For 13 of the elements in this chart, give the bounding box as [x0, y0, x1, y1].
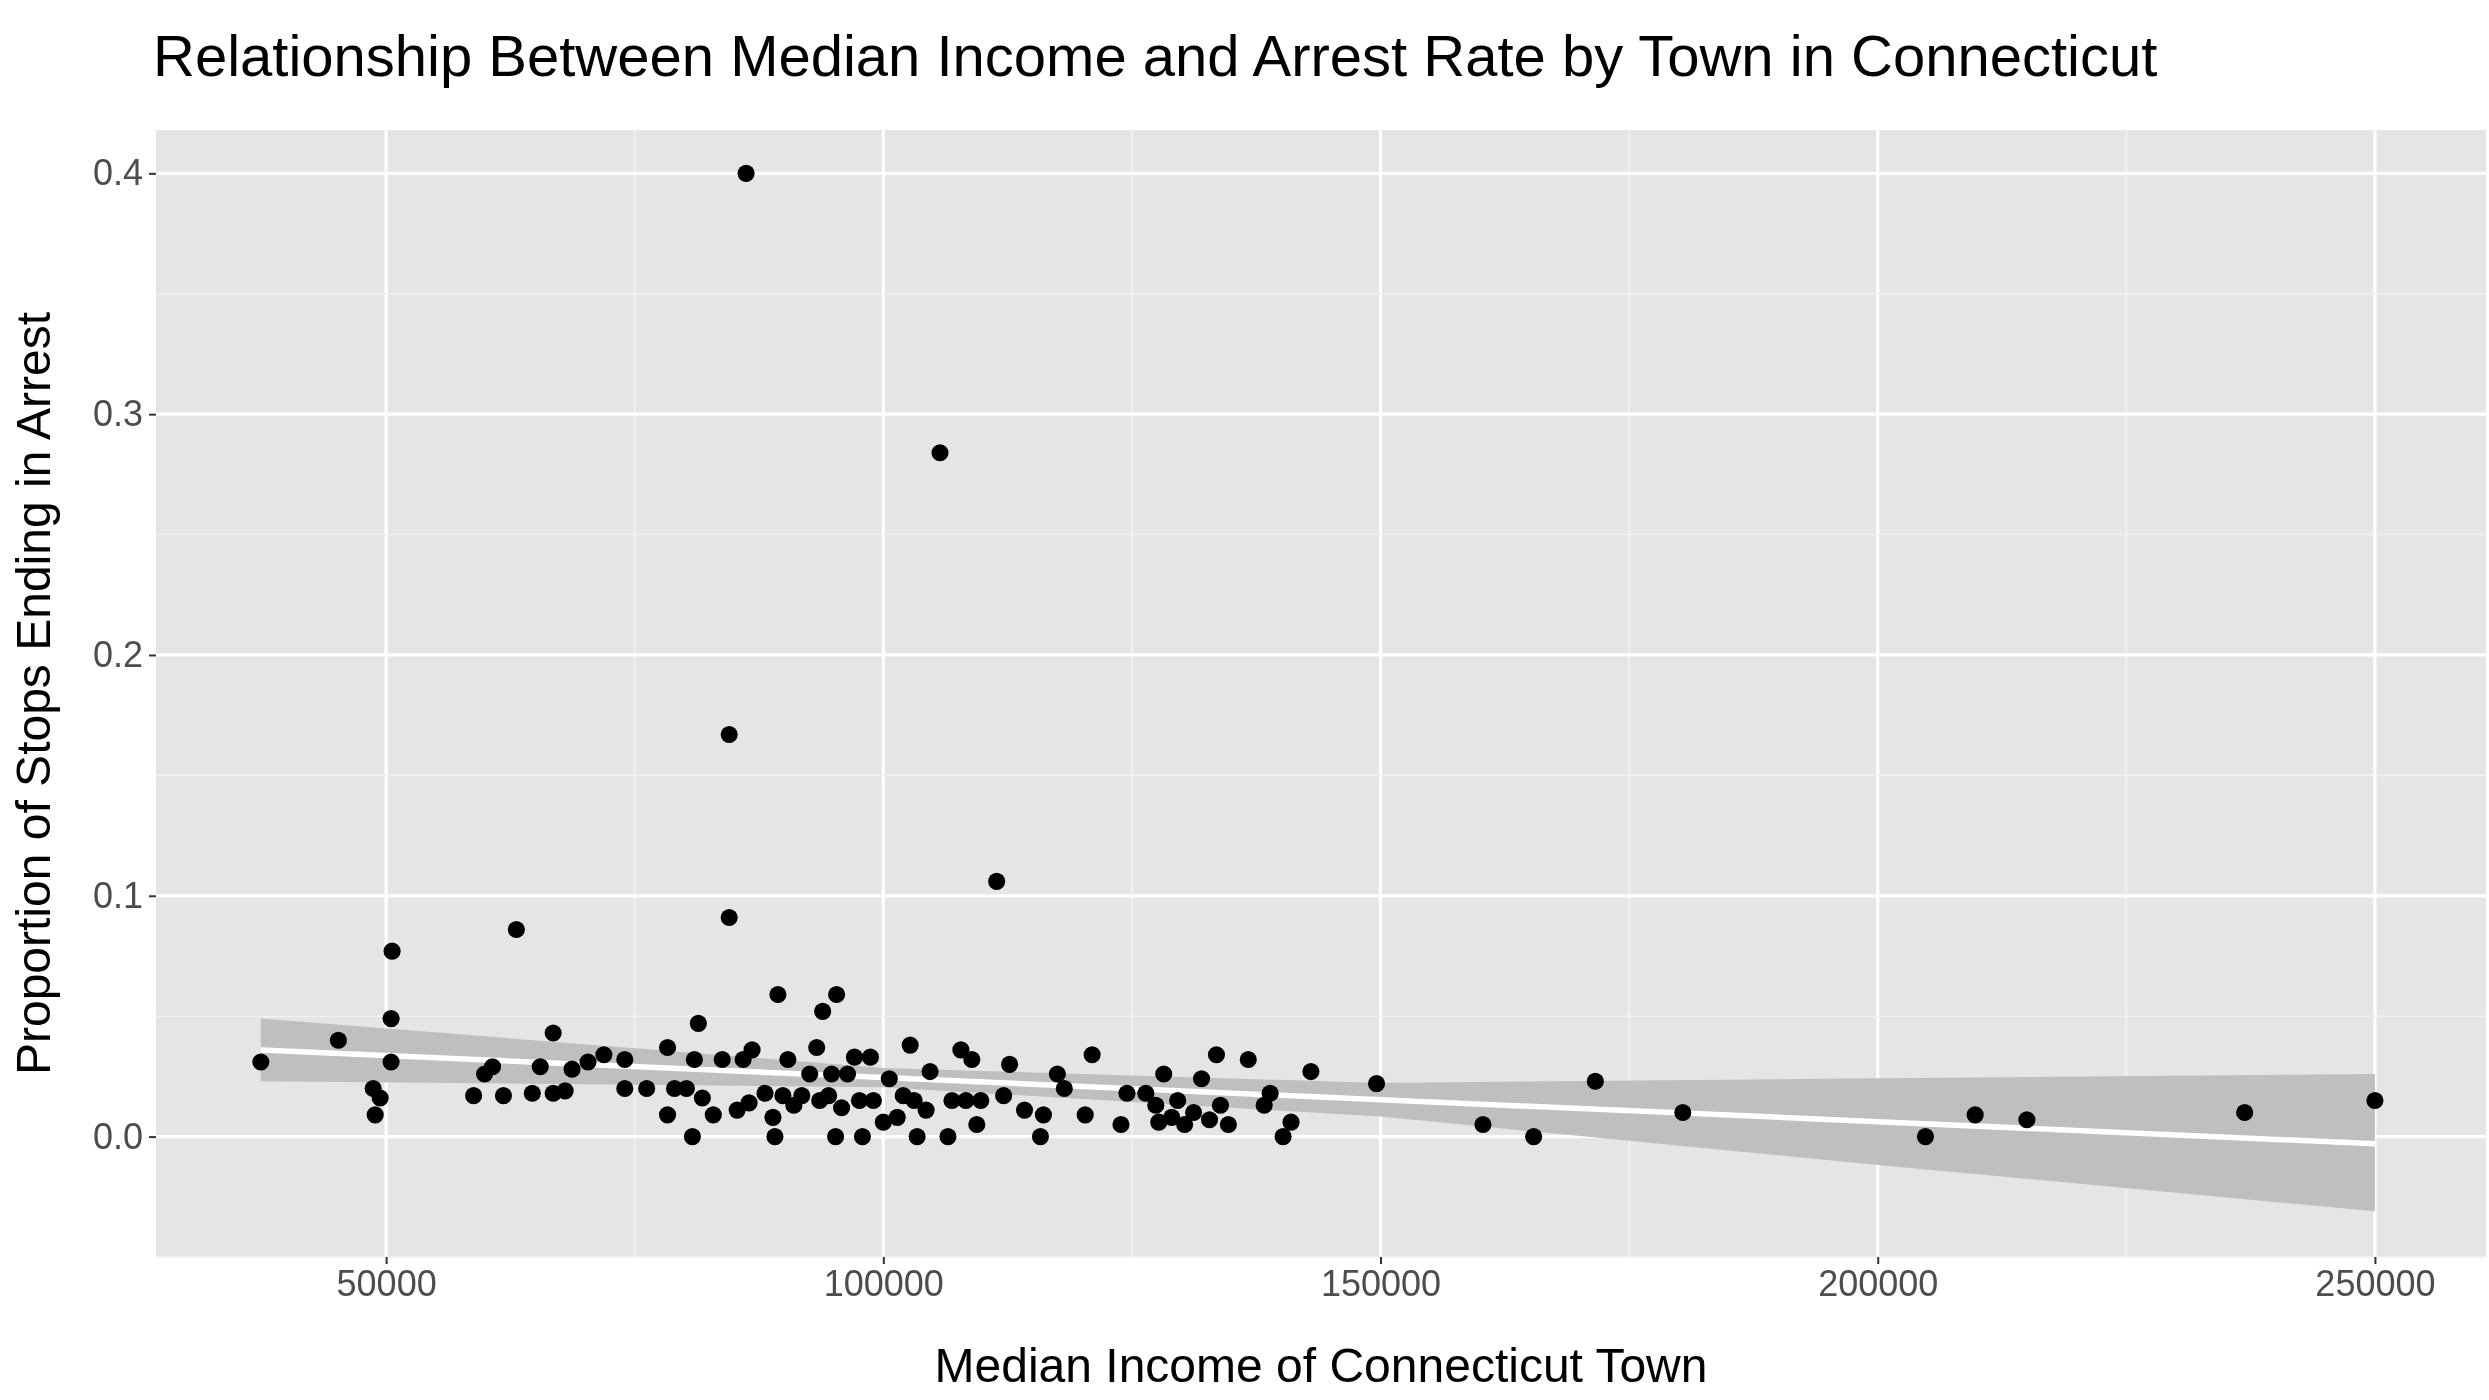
- x-tick-label: 50000: [336, 1262, 437, 1304]
- y-tick-label: 0.2: [92, 633, 143, 675]
- x-tick-label: 250000: [2315, 1262, 2436, 1304]
- y-tick-label: 0.3: [92, 393, 143, 435]
- x-axis-title: Median Income of Connecticut Town: [934, 1339, 1708, 1392]
- y-tick-label: 0.1: [92, 874, 143, 916]
- chart-title: Relationship Between Median Income and Arrest Rate by Town in Connecticut: [153, 23, 2158, 88]
- x-tick-label: 200000: [1818, 1262, 1939, 1304]
- x-tick-label: 100000: [823, 1262, 944, 1304]
- y-tick-label: 0.0: [92, 1115, 143, 1157]
- x-tick-label: 150000: [1320, 1262, 1442, 1304]
- y-tick-label: 0.4: [92, 152, 143, 194]
- y-axis-title: Proportion of Stops Ending in Arrest: [7, 311, 60, 1076]
